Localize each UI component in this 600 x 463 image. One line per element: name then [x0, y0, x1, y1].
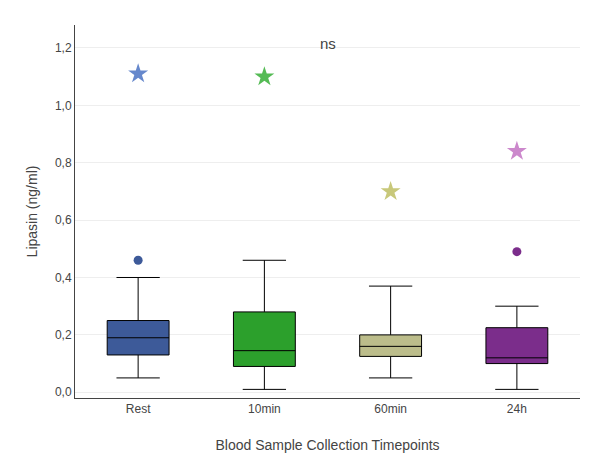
svg-text:Blood Sample Collection Timepo: Blood Sample Collection Timepoints: [215, 437, 439, 453]
svg-text:60min: 60min: [374, 402, 407, 416]
svg-text:0,2: 0,2: [55, 328, 72, 342]
svg-text:0,4: 0,4: [55, 271, 72, 285]
svg-text:0,6: 0,6: [55, 213, 72, 227]
svg-text:ns: ns: [320, 35, 336, 52]
svg-text:1,2: 1,2: [55, 41, 72, 55]
svg-text:1,0: 1,0: [55, 99, 72, 113]
svg-text:Rest: Rest: [126, 402, 151, 416]
svg-text:Lipasin (ng/ml): Lipasin (ng/ml): [24, 166, 40, 258]
svg-text:10min: 10min: [248, 402, 281, 416]
svg-text:0,8: 0,8: [55, 156, 72, 170]
svg-text:24h: 24h: [507, 402, 527, 416]
svg-text:0,0: 0,0: [55, 385, 72, 399]
